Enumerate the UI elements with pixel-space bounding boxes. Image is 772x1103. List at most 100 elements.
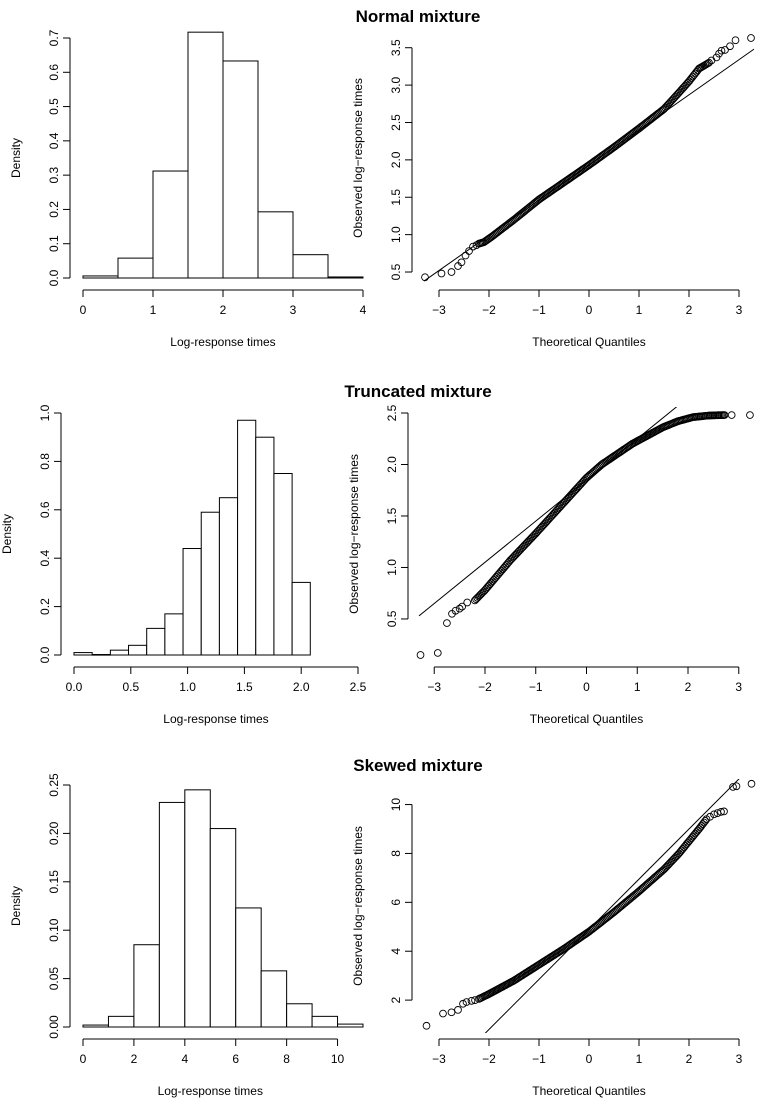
qq-point [437,269,446,278]
y-tick-label: 10 [389,798,403,812]
qq-point [556,503,564,511]
qq-point [569,487,578,496]
y-tick-label: 8 [389,850,403,857]
x-tick-label: 3 [736,303,743,317]
histogram-bar [73,652,93,656]
qq-point [523,539,531,547]
qq-point [458,602,466,611]
qq-point [721,46,729,54]
x-tick-label: −3 [427,680,441,694]
y-tick-label: 0.7 [47,29,61,46]
qq-point [421,273,429,282]
qq-point [549,510,558,518]
histogram-truncated: 0.0 0.2 0.4 0.6 0.8 1.0 0.0 0.5 1.0 1.5 2.0 2.5 Log-… [0,404,367,726]
y-tick-label: 1.0 [389,226,403,243]
qq-point [465,247,473,255]
x-tick-label: 10 [331,1052,345,1066]
histogram-bar [291,581,311,656]
qq-point [538,522,546,531]
y-tick-label: 0.2 [47,201,61,218]
y-tick-label: 0.2 [38,598,52,615]
x-tick-label: −2 [482,1052,496,1066]
qq-point [573,483,582,492]
qq-point [457,258,466,267]
y-tick-label: 2.5 [385,404,399,421]
x-axis-label: Log-response times [163,712,268,726]
qq-point [717,46,726,55]
y-tick-label: 6 [389,899,403,906]
y-tick-label: 0.6 [47,64,61,81]
qq-point [747,779,756,788]
qq-point [562,496,571,504]
qq-point [717,808,725,816]
qq-point [515,547,524,555]
y-tick-label: 2 [389,996,403,1003]
x-tick-label: 0 [80,303,87,317]
histogram-normal: 0.0 0.1 0.2 0.3 0.4 0.5 0.6 0.7 0 1 2 3 4 Log-respons… [9,29,367,349]
qq-point [447,1008,456,1017]
x-tick-label: 2 [685,680,692,694]
qq-point [576,480,585,489]
qq-point [710,810,718,819]
qq-point [416,651,425,659]
x-tick-label: 1 [636,1052,643,1066]
x-tick-label: 0.5 [122,680,139,694]
qq-point [526,534,535,543]
y-axis-label: Density [9,138,23,178]
x-tick-label: 0 [583,680,590,694]
qq-point [705,58,713,67]
y-tick-label: 0.6 [38,501,52,518]
y-tick-label: 0.00 [47,1015,61,1039]
qq-point [682,80,691,89]
x-axis-label: Theoretical Quantiles [532,335,645,349]
histogram-bar [109,649,130,656]
qq-point [520,541,529,550]
qq-point [530,530,539,539]
panel-title-truncated: Truncated mixture [344,382,491,401]
histogram-skewed: 0.00 0.05 0.10 0.15 0.20 0.25 0 2 4 6 8 10 Log-respo… [9,773,364,1098]
qq-point [511,551,520,559]
histogram-bar [222,60,259,279]
histogram-bar [107,1015,135,1028]
y-tick-label: 0.4 [47,132,61,149]
x-tick-label: 1.5 [236,680,253,694]
histogram-bar [152,170,189,279]
y-tick-label: 1.0 [385,559,399,576]
qq-point [531,529,540,538]
histogram-bar [182,548,202,656]
qq-point [575,482,583,491]
qq-point [517,544,526,553]
y-tick-label: 0.4 [38,550,52,567]
qq-point [553,506,562,514]
qq-plot-skewed: 2 4 6 8 10 −3 −2 −1 0 1 2 3 Theoretical Quantiles Obs… [351,779,756,1098]
qq-point [554,504,563,513]
y-tick-label: 4 [389,948,403,955]
qq-point [469,242,477,251]
x-tick-label: −2 [478,680,492,694]
y-tick-label: 0.5 [389,263,403,280]
qq-point [479,587,488,596]
histogram-bar [292,254,329,279]
x-tick-label: 0.0 [66,680,83,694]
qq-point [536,524,545,532]
qq-point [557,501,565,510]
qq-point [540,519,549,528]
qq-point [462,998,471,1006]
qq-point [544,515,553,524]
qq-point [521,540,530,549]
qq-point [727,411,736,419]
qq-point [533,528,541,536]
y-tick-label: 0.8 [38,453,52,470]
histogram-bar [235,907,262,1028]
qq-point [524,537,532,546]
qq-point [548,511,557,520]
qq-point [559,499,568,507]
qq-point [726,42,734,51]
qq-point [720,807,728,816]
y-tick-label: 0.0 [47,269,61,286]
x-tick-label: 1 [636,303,643,317]
x-axis-label: Theoretical Quantiles [532,1084,645,1098]
qq-point [525,536,534,545]
qq-point [467,996,476,1005]
histogram-bar [82,1024,109,1028]
